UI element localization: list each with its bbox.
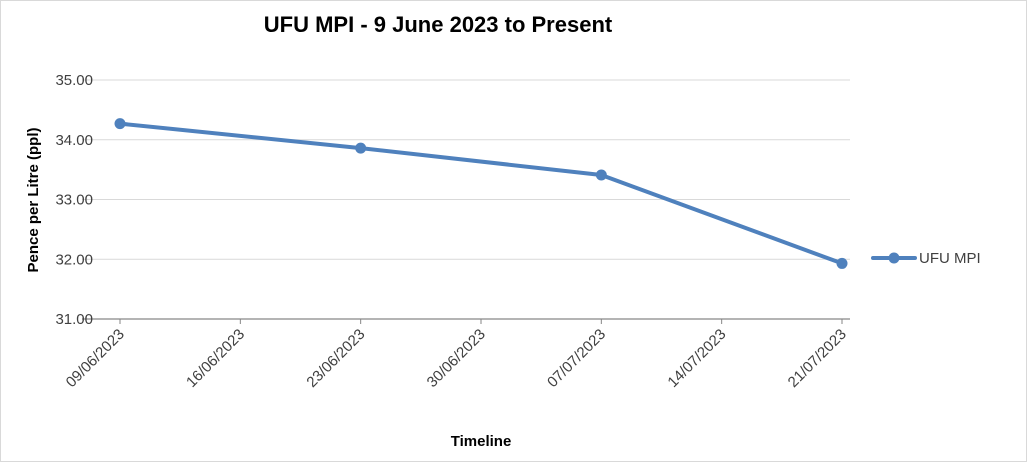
x-tick-label: 09/06/2023 (63, 326, 128, 391)
x-axis-title: Timeline (451, 433, 512, 450)
legend-swatch-marker (888, 252, 900, 264)
y-tick-label: 32.00 (55, 251, 93, 268)
chart-title: UFU MPI - 9 June 2023 to Present (264, 12, 613, 37)
x-tick-label: 21/07/2023 (785, 326, 850, 391)
y-tick-label: 33.00 (55, 192, 93, 209)
y-tick-label: 31.00 (55, 311, 93, 328)
x-tick-label: 14/07/2023 (664, 326, 729, 391)
x-axis-ticks: 09/06/2023 16/06/2023 23/06/2023 30/06/2023… (63, 319, 850, 391)
y-tick-label: 35.00 (55, 72, 93, 89)
series-line (118, 121, 844, 266)
series-layer (114, 118, 848, 269)
y-tick-label: 34.00 (55, 132, 93, 149)
x-tick-label: 16/06/2023 (183, 326, 248, 391)
y-axis-ticks: 31.00 32.00 33.00 34.00 35.00 (55, 72, 93, 328)
legend: UFU MPI (871, 250, 981, 267)
data-point (355, 142, 367, 154)
x-tick-label: 23/06/2023 (303, 326, 368, 391)
x-tick-label: 30/06/2023 (424, 326, 489, 391)
data-point (836, 257, 848, 269)
gridlines (82, 79, 850, 320)
data-point (114, 118, 126, 130)
y-axis-title: Pence per Litre (ppl) (25, 127, 42, 272)
legend-label: UFU MPI (919, 250, 981, 267)
data-point (595, 169, 607, 181)
x-tick-label: 07/07/2023 (544, 326, 609, 391)
